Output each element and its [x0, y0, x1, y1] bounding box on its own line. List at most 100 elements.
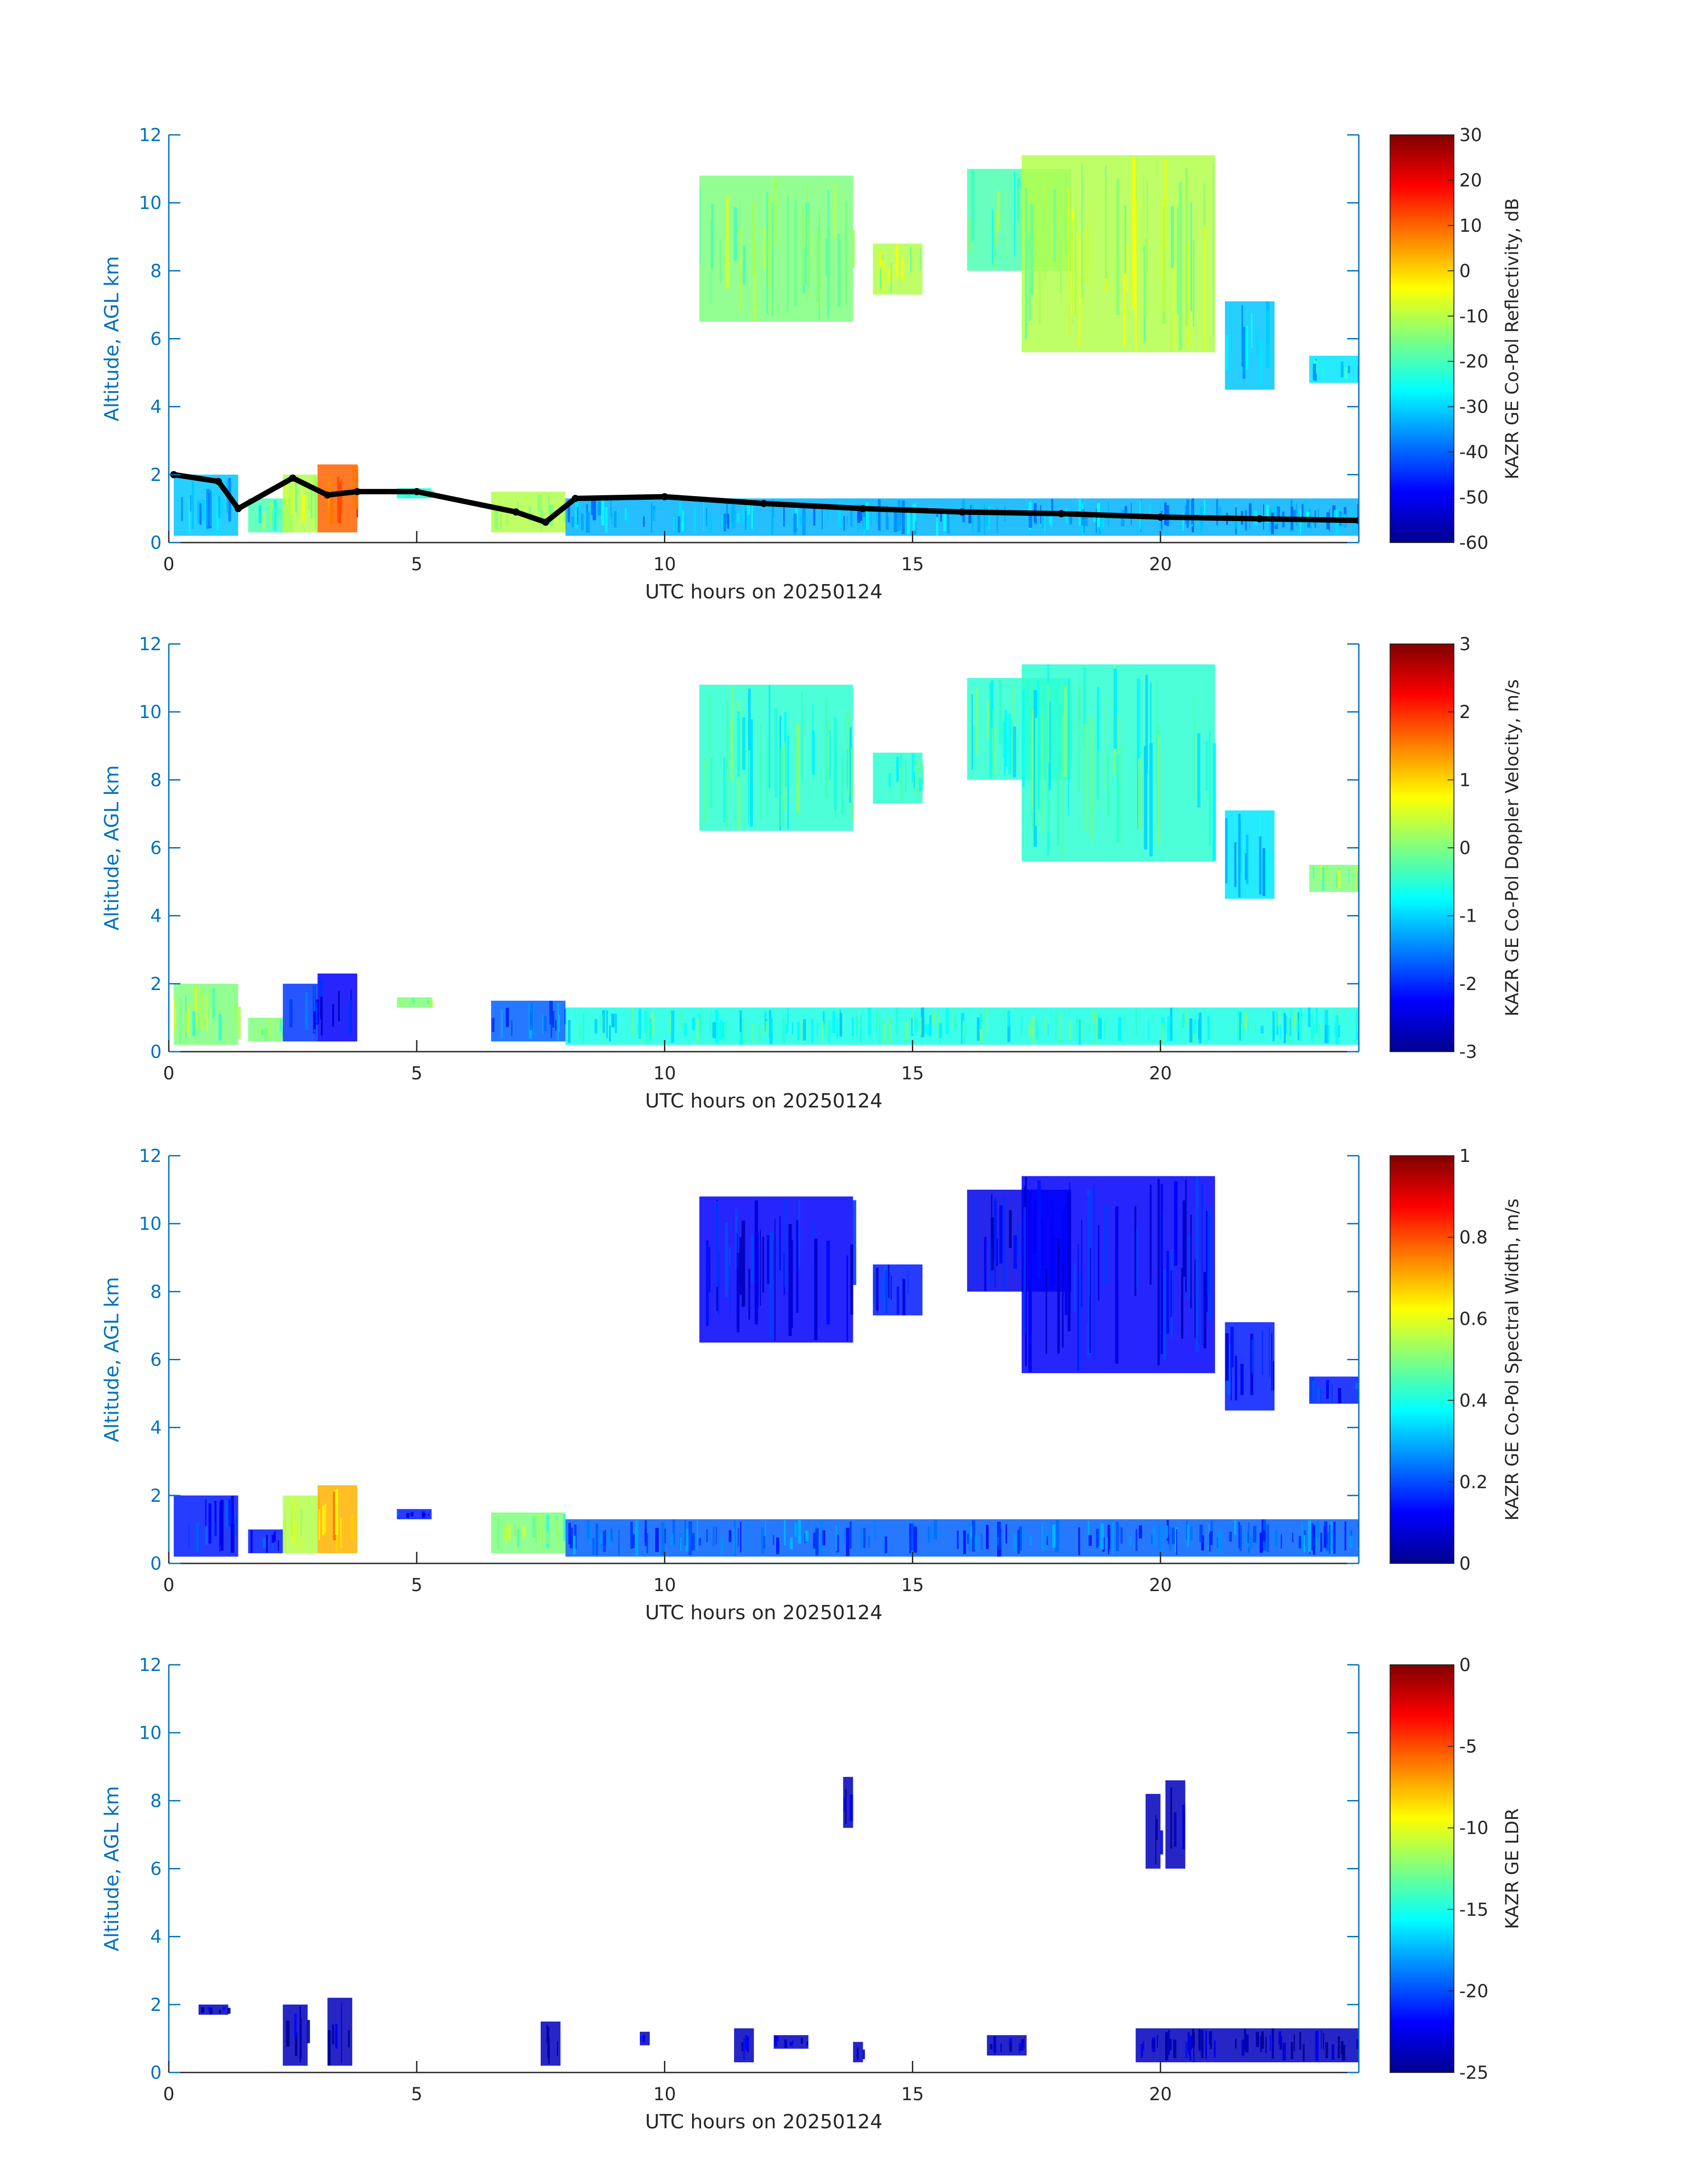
x-tick-label: 0 [163, 2084, 174, 2105]
echo-streak [194, 985, 197, 1029]
echo-streak [187, 1003, 190, 1036]
echo-streak [844, 1527, 845, 1544]
echo-streak [881, 260, 885, 292]
echo-streak [741, 2042, 744, 2052]
panel-4: 0 2 4 6 8 10 12 0 5 10 15 20 UTC hours on 20250124 Al… [100, 1655, 1523, 2133]
y-axis-label: Altitude, AGL km [100, 765, 123, 930]
echo-streak [292, 1498, 293, 1541]
echo-streak [1164, 205, 1166, 301]
echo-region [283, 983, 319, 1042]
echo-streak [836, 1019, 839, 1039]
echo-streak [1305, 1022, 1306, 1042]
echo-streak [738, 1528, 739, 1547]
echo-streak [307, 2020, 310, 2043]
echo-streak [546, 2025, 548, 2043]
echo-streak [295, 2032, 297, 2056]
echo-streak [1149, 743, 1153, 857]
echo-streak [1041, 681, 1042, 791]
echo-region [1165, 1780, 1186, 1869]
echo-region [873, 752, 924, 804]
echo-streak [1030, 203, 1034, 295]
echo-streak [921, 770, 923, 791]
echo-region [198, 2004, 231, 2015]
echo-streak [1072, 221, 1073, 325]
echo-streak [740, 228, 742, 312]
echo-streak [997, 1537, 999, 1546]
echo-streak [988, 506, 990, 530]
echo-streak [202, 499, 205, 521]
echo-streak [1037, 1180, 1041, 1279]
cloud-base-point [859, 505, 867, 512]
echo-streak [1274, 507, 1276, 525]
echo-region [1021, 664, 1216, 861]
echo-streak [1326, 1379, 1329, 1399]
colorbar-tick-label: -20 [1459, 1981, 1488, 2002]
echo-streak [1124, 205, 1126, 273]
echo-streak [1320, 865, 1324, 879]
echo-streak [816, 1023, 818, 1036]
echo-streak [1092, 203, 1094, 327]
echo-streak [1337, 2036, 1340, 2058]
echo-streak [614, 511, 617, 528]
y-tick-label: 0 [150, 1042, 162, 1062]
echo-streak [788, 1224, 792, 1336]
echo-streak [870, 505, 872, 526]
echo-fill [491, 1512, 566, 1554]
echo-streak [517, 1529, 520, 1547]
echo-streak [1083, 515, 1085, 534]
colorbar-label: KAZR GE Co-Pol Spectral Width, m/s [1502, 1199, 1523, 1521]
echo-streak [1332, 2044, 1334, 2060]
echo-streak [1266, 505, 1269, 523]
echo-streak [1234, 516, 1237, 529]
echo-streak [715, 1201, 718, 1287]
echo-layer [198, 1777, 1359, 2066]
echo-streak [645, 1023, 649, 1044]
echo-streak [681, 510, 683, 521]
x-tick-label: 20 [1149, 1063, 1172, 1084]
echo-streak [963, 1024, 967, 1036]
echo-streak [568, 1523, 571, 1545]
y-tick-label: 10 [139, 1214, 162, 1234]
echo-streak [1311, 1523, 1314, 1550]
echo-streak [276, 1017, 278, 1028]
echo-streak [907, 1271, 909, 1294]
echo-streak [1046, 743, 1049, 831]
echo-streak [1161, 201, 1163, 283]
echo-streak [897, 1286, 899, 1315]
echo-streak [1057, 731, 1060, 847]
echo-region [565, 1007, 1359, 1045]
echo-region [1145, 1794, 1163, 1869]
colorbar-tick-label: 0 [1459, 838, 1470, 859]
echo-fill [174, 983, 238, 1045]
echo-streak [1161, 1017, 1165, 1028]
echo-streak [1242, 326, 1246, 379]
echo-region [397, 997, 433, 1008]
echo-streak [963, 1530, 966, 1554]
echo-streak [1246, 834, 1249, 885]
echo-streak [1194, 696, 1195, 798]
echo-streak [980, 1013, 982, 1030]
echo-streak [1069, 1020, 1072, 1040]
echo-streak [769, 1231, 773, 1337]
echo-streak [1324, 1521, 1328, 1544]
echo-streak [1292, 1533, 1294, 1542]
echo-streak [986, 1525, 989, 1549]
echo-streak [564, 1008, 567, 1024]
echo-streak [1168, 1535, 1170, 1544]
echo-streak [1286, 1017, 1290, 1045]
echo-streak [739, 198, 741, 255]
echo-streak [796, 1220, 798, 1313]
echo-streak [536, 1515, 538, 1532]
echo-streak [895, 1007, 898, 1034]
echo-streak [1283, 1013, 1286, 1044]
echo-region [491, 1000, 567, 1042]
echo-streak [801, 205, 805, 285]
echo-streak [1103, 700, 1105, 788]
colorbar-tick-label: 0 [1459, 1655, 1470, 1676]
echo-region [873, 243, 923, 295]
echo-fill [397, 1509, 432, 1520]
echo-streak [355, 465, 359, 509]
echo-streak [672, 1519, 675, 1545]
echo-streak [1203, 1272, 1207, 1349]
echo-streak [1303, 1535, 1306, 1552]
